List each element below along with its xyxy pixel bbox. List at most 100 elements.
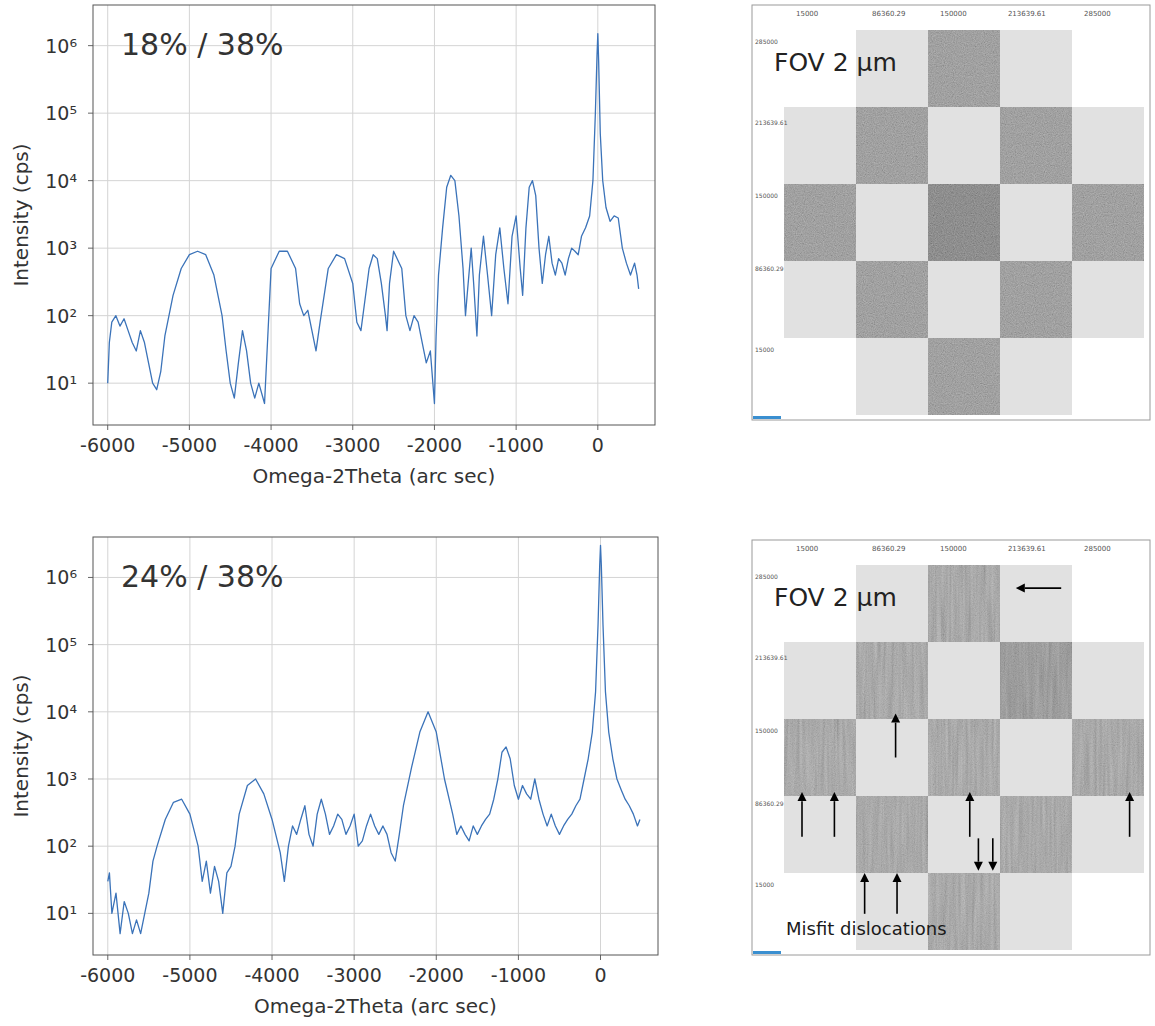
plot-frame xyxy=(93,537,658,955)
grid-line xyxy=(354,537,355,955)
arrow-shaft xyxy=(992,838,994,861)
chart-title: 24% / 38% xyxy=(121,559,284,594)
figure: 10¹10²10³10⁴10⁵10⁶-6000-5000-4000-3000-2… xyxy=(0,0,1155,1026)
grid-line xyxy=(93,248,655,249)
tick-label: 0 xyxy=(592,434,604,456)
grid-line xyxy=(93,913,658,914)
image-texture xyxy=(928,30,1000,107)
image-streaks xyxy=(1000,642,1072,719)
position-label: 213639.61 xyxy=(1008,10,1046,18)
arrow-shaft xyxy=(1129,801,1131,837)
arrow-head xyxy=(798,792,807,801)
grid-line xyxy=(93,846,658,847)
image-panel: 1500086360.29150000213639.61285000285000… xyxy=(752,540,1150,955)
position-label: 213639.61 xyxy=(1008,545,1046,553)
data-line xyxy=(108,545,640,933)
tick-label: -1000 xyxy=(491,964,546,986)
image-texture xyxy=(1072,719,1144,796)
image-tile xyxy=(1000,107,1072,184)
image-tile xyxy=(928,565,1000,642)
position-label: 150000 xyxy=(755,727,778,734)
grid-line xyxy=(107,537,108,955)
plot-background xyxy=(93,5,655,425)
empty-tile xyxy=(1000,184,1072,261)
tick-label: -4000 xyxy=(243,434,298,456)
empty-tile xyxy=(1000,719,1072,796)
image-panel: 1500086360.29150000213639.61285000285000… xyxy=(752,5,1150,420)
tick-label: -6000 xyxy=(80,434,135,456)
image-tile xyxy=(1072,719,1144,796)
tick-label: -2000 xyxy=(407,434,462,456)
image-streaks xyxy=(1000,796,1072,873)
image-tile xyxy=(928,719,1000,796)
tick-mark xyxy=(271,425,272,430)
tick-mark xyxy=(436,955,437,960)
empty-tile xyxy=(928,642,1000,719)
position-label: 15000 xyxy=(755,346,774,353)
y-axis-title: Intensity (cps) xyxy=(9,143,33,286)
data-group xyxy=(108,34,639,404)
grid-line xyxy=(272,537,273,955)
tick-label: 10³ xyxy=(45,768,77,790)
empty-tile xyxy=(1072,642,1144,719)
image-tile xyxy=(856,107,928,184)
image-texture xyxy=(856,796,928,873)
annotation: Misfit dislocations xyxy=(786,918,947,939)
fov-label: FOV 2 μm xyxy=(774,48,897,77)
image-tile xyxy=(784,719,856,796)
image-tile xyxy=(856,642,928,719)
arrows xyxy=(798,584,1135,914)
plot-frame xyxy=(93,5,655,425)
tick-label: 10⁶ xyxy=(45,566,77,588)
position-label: 15000 xyxy=(796,545,818,553)
grid-line xyxy=(93,383,655,384)
panel-frame xyxy=(752,540,1150,955)
image-texture xyxy=(928,338,1000,415)
empty-tile xyxy=(928,796,1000,873)
grid-line xyxy=(600,537,601,955)
position-label: 86360.29 xyxy=(755,800,784,807)
image-streaks xyxy=(856,796,928,873)
position-label: 150000 xyxy=(755,192,778,199)
image-texture xyxy=(928,184,1000,261)
arrow-shaft xyxy=(834,801,836,837)
tick-label: -5000 xyxy=(162,964,217,986)
tick-label: 10⁶ xyxy=(45,35,77,57)
chart-title: 18% / 38% xyxy=(121,27,284,62)
tick-label: -4000 xyxy=(244,964,299,986)
data-line xyxy=(108,34,639,404)
position-label: 15000 xyxy=(796,10,818,18)
tick-mark xyxy=(189,425,190,430)
y-axis-title: Intensity (cps) xyxy=(9,674,33,817)
data-group xyxy=(108,545,640,933)
image-tile xyxy=(928,338,1000,415)
tick-mark xyxy=(88,180,93,181)
tick-mark xyxy=(88,913,93,914)
grid-line xyxy=(189,537,190,955)
tick-mark xyxy=(352,425,353,430)
tick-label: 10¹ xyxy=(45,372,77,394)
empty-tile xyxy=(1000,338,1072,415)
position-label: 150000 xyxy=(940,545,967,553)
arrow-shaft xyxy=(864,882,866,914)
arrow-shaft xyxy=(978,838,980,861)
position-label: 285000 xyxy=(1084,10,1111,18)
image-tile xyxy=(856,796,928,873)
tick-label: -2000 xyxy=(409,964,464,986)
image-texture xyxy=(1000,261,1072,338)
image-tile xyxy=(1000,261,1072,338)
image-tile xyxy=(1072,184,1144,261)
scale-bar xyxy=(753,416,781,419)
tick-label: 10² xyxy=(45,835,77,857)
position-label: 86360.29 xyxy=(872,545,905,553)
tick-mark xyxy=(88,315,93,316)
image-texture xyxy=(1000,796,1072,873)
empty-tile xyxy=(928,261,1000,338)
arrow-head xyxy=(988,862,997,871)
image-texture xyxy=(784,184,856,261)
empty-tile xyxy=(856,184,928,261)
tick-mark xyxy=(88,45,93,46)
image-streaks xyxy=(1072,719,1144,796)
panel-frame xyxy=(752,5,1150,420)
position-label: 285000 xyxy=(755,38,778,45)
